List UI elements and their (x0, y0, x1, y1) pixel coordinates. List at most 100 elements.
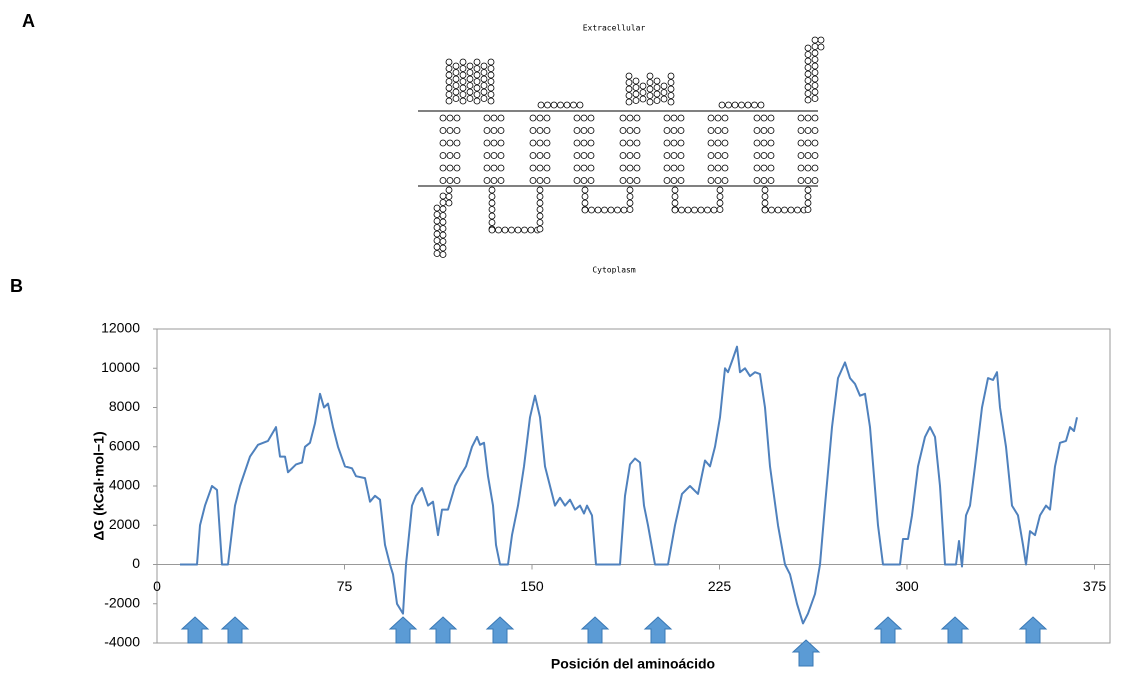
residue (620, 115, 626, 121)
residue (453, 70, 459, 76)
residue (484, 140, 490, 146)
residue (474, 66, 480, 72)
residue (634, 115, 640, 121)
residue (481, 96, 487, 102)
residue (446, 66, 452, 72)
residue (620, 178, 626, 184)
residue (588, 115, 594, 121)
residue (717, 187, 723, 193)
position-arrow (487, 617, 513, 643)
residue (633, 98, 639, 104)
position-arrow (390, 617, 416, 643)
residue (671, 128, 677, 134)
residue (460, 98, 466, 104)
residue (758, 102, 764, 108)
residue (661, 83, 667, 89)
residue (454, 165, 460, 171)
y-axis-label: ΔG (kCal·mol−1) (91, 431, 107, 540)
residue (489, 187, 495, 193)
residue (754, 178, 760, 184)
residue (488, 66, 494, 72)
residue (812, 128, 818, 134)
residue (460, 85, 466, 91)
residue (615, 207, 621, 213)
residue (498, 178, 504, 184)
residue (446, 85, 452, 91)
residue (522, 227, 528, 233)
residue (581, 178, 587, 184)
residue (640, 96, 646, 102)
residue (664, 140, 670, 146)
residue (574, 165, 580, 171)
residue (678, 178, 684, 184)
residue (544, 178, 550, 184)
residue (602, 207, 608, 213)
residue (798, 140, 804, 146)
residue (654, 91, 660, 97)
residue (491, 115, 497, 121)
residue (664, 178, 670, 184)
residue (633, 85, 639, 91)
residue (544, 128, 550, 134)
residue (715, 115, 721, 121)
residue (708, 153, 714, 159)
position-arrow (222, 617, 248, 643)
residue (818, 44, 824, 50)
residue (581, 128, 587, 134)
residue (672, 207, 678, 213)
residue (491, 128, 497, 134)
position-arrow (582, 617, 608, 643)
residue (668, 99, 674, 105)
residue (805, 153, 811, 159)
residue (446, 92, 452, 98)
residue (761, 140, 767, 146)
residue (489, 213, 495, 219)
residue (805, 71, 811, 77)
residue (805, 58, 811, 64)
residue (537, 178, 543, 184)
residue (530, 153, 536, 159)
residue (672, 194, 678, 200)
residue (446, 200, 452, 206)
residue (460, 72, 466, 78)
residue (812, 44, 818, 50)
residue (489, 200, 495, 206)
residue (467, 89, 473, 95)
residue (577, 102, 583, 108)
residue (537, 165, 543, 171)
residue (627, 140, 633, 146)
residue (627, 165, 633, 171)
residue (678, 165, 684, 171)
residue (440, 219, 446, 225)
residue (502, 227, 508, 233)
residue (812, 115, 818, 121)
panel-letter: B (10, 276, 23, 296)
residue (537, 187, 543, 193)
residue (761, 153, 767, 159)
residue (491, 140, 497, 146)
residue (654, 78, 660, 84)
residue (654, 85, 660, 91)
residue (768, 115, 774, 121)
residue (633, 91, 639, 97)
residue (446, 187, 452, 193)
residue (805, 84, 811, 90)
residue (739, 102, 745, 108)
residue (440, 226, 446, 232)
residue (788, 207, 794, 213)
residue (589, 207, 595, 213)
residue (627, 115, 633, 121)
residue (761, 128, 767, 134)
x-tick-label: 75 (337, 578, 353, 594)
residue (537, 226, 543, 232)
residue (453, 89, 459, 95)
residue (434, 205, 440, 211)
x-tick-label: 0 (153, 578, 161, 594)
residue (491, 153, 497, 159)
residue (530, 178, 536, 184)
residue (798, 153, 804, 159)
x-tick-label: 150 (520, 578, 544, 594)
residue (467, 83, 473, 89)
residue (726, 102, 732, 108)
residue (509, 227, 515, 233)
